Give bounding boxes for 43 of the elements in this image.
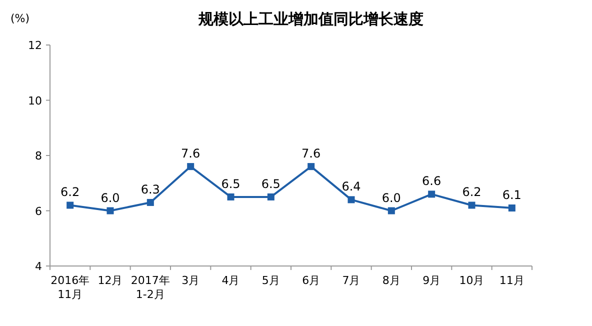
point [187,163,194,170]
data-label: 6.6 [422,174,442,188]
data-label: 6.5 [221,176,240,191]
point [388,207,395,214]
point [468,202,476,209]
x-tick-label: 10月 [459,274,484,287]
y-tick-label: 6 [35,204,42,218]
x-tick-label: 2017年 1-2月 [130,274,170,301]
y-tick-label: 8 [35,150,42,162]
x-tick-label: 4月 [222,274,240,287]
x-tick-label: 11月 [499,274,524,287]
chart-title: 规模以上工业增加值同比增长速度 [198,10,424,28]
data-label: 6.1 [502,188,522,202]
data-label: 6.5 [261,176,280,191]
y-tick-label: 12 [28,39,42,52]
data-label: 6.4 [342,180,361,194]
data-label: 6.0 [382,190,401,205]
x-tick-label: 6月 [302,274,320,287]
point [267,193,274,200]
x-tick-label: 9月 [422,274,441,287]
x-tick-label: 8月 [382,274,400,287]
point [308,163,315,170]
point [146,198,154,206]
point [508,204,516,212]
y-axis-title: (%) [10,12,30,25]
point [66,202,74,209]
data-label: 7.6 [302,146,321,161]
x-tick-label: 2016年 11月 [50,274,90,301]
point [348,196,355,204]
point [428,190,436,198]
point [227,193,234,200]
point [106,207,114,214]
data-label: 6.3 [140,182,160,196]
data-label: 7.6 [181,146,200,161]
data-label: 6.0 [100,190,120,205]
y-tick-label: 4 [35,260,42,273]
x-tick-label: 7月 [342,274,360,287]
x-tick-label: 12月 [98,274,123,287]
x-tick-label: 5月 [262,274,280,287]
data-label: 6.2 [60,185,80,200]
y-tick-label: 10 [28,94,42,108]
data-label: 6.2 [462,185,482,200]
x-tick-label: 3月 [182,274,200,287]
